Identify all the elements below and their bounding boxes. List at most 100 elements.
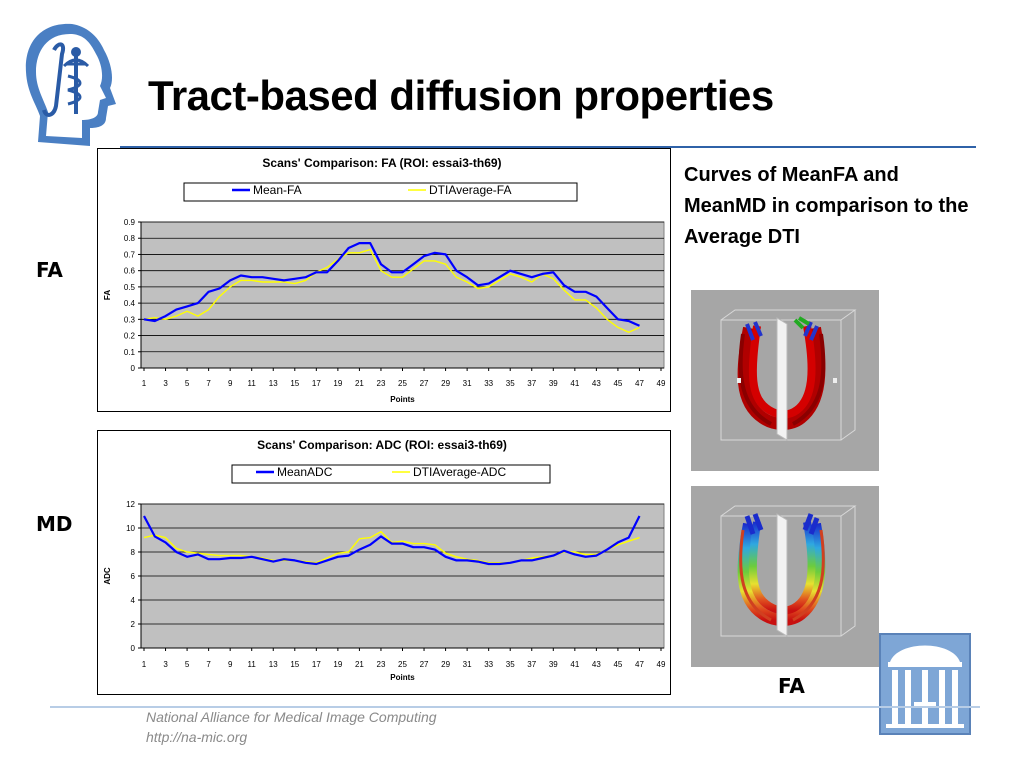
fa-x-axis-label: Points [390, 395, 415, 404]
fa-xtick-label: 23 [377, 379, 386, 388]
adc-xtick-label: 17 [312, 660, 321, 669]
adc-ytick-label: 8 [131, 548, 136, 557]
fa-ytick-label: 0.2 [124, 332, 136, 341]
adc-ytick-label: 12 [126, 500, 135, 509]
fa-ytick-label: 0 [131, 364, 136, 373]
fa-row-label: FA [36, 258, 63, 282]
adc-xtick-label: 35 [506, 660, 515, 669]
fa-xtick-label: 37 [527, 379, 536, 388]
footer-divider [50, 706, 980, 708]
fa-chart: Scans' Comparison: FA (ROI: essai3-th69)… [97, 148, 671, 412]
adc-ytick-label: 6 [131, 572, 136, 581]
na-mic-head-logo [25, 23, 116, 146]
fa-legend-label-1: Mean-FA [253, 183, 302, 197]
fa-ytick-label: 0.6 [124, 267, 136, 276]
md-row-label: MD [36, 512, 73, 536]
fa-xtick-label: 49 [657, 379, 666, 388]
adc-legend-label-2: DTIAverage-ADC [413, 465, 506, 479]
adc-xtick-label: 41 [570, 660, 579, 669]
fa-xtick-label: 45 [613, 379, 622, 388]
adc-xtick-label: 15 [290, 660, 299, 669]
fa-xtick-label: 19 [333, 379, 342, 388]
adc-xtick-label: 31 [463, 660, 472, 669]
caption-text: Curves of MeanFA and MeanMD in compariso… [684, 164, 969, 248]
fa-xtick-label: 29 [441, 379, 450, 388]
fa-xtick-label: 7 [206, 379, 211, 388]
fa-chart-title: Scans' Comparison: FA (ROI: essai3-th69) [262, 156, 501, 170]
adc-xtick-label: 19 [333, 660, 342, 669]
adc-ytick-label: 2 [131, 620, 136, 629]
adc-xtick-label: 37 [527, 660, 536, 669]
adc-xtick-label: 13 [269, 660, 278, 669]
adc-ytick-label: 4 [131, 596, 136, 605]
adc-xtick-label: 11 [248, 660, 257, 669]
fa-ytick-label: 0.7 [124, 250, 136, 259]
footer-org: National Alliance for Medical Image Comp… [146, 709, 437, 725]
adc-chart-title: Scans' Comparison: ADC (ROI: essai3-th69… [257, 438, 507, 452]
tract-render-image-red [691, 290, 879, 471]
adc-chart-svg: Scans' Comparison: ADC (ROI: essai3-th69… [103, 438, 666, 682]
footer-url: http://na-mic.org [146, 729, 248, 745]
adc-xtick-label: 5 [185, 660, 190, 669]
fa-xtick-label: 11 [248, 379, 257, 388]
adc-xtick-label: 25 [398, 660, 407, 669]
adc-xtick-label: 21 [355, 660, 364, 669]
fa-xtick-label: 5 [185, 379, 190, 388]
adc-xtick-label: 3 [163, 660, 168, 669]
adc-ytick-label: 0 [131, 644, 136, 653]
adc-ytick-label: 10 [126, 524, 135, 533]
fa-ytick-label: 0.5 [124, 283, 136, 292]
fa-image-label: FA [778, 674, 805, 698]
adc-xtick-label: 43 [592, 660, 601, 669]
adc-xtick-label: 7 [206, 660, 211, 669]
fa-xtick-label: 21 [355, 379, 364, 388]
fa-chart-svg: Scans' Comparison: FA (ROI: essai3-th69)… [103, 156, 666, 404]
fa-xtick-label: 15 [290, 379, 299, 388]
fa-xtick-label: 33 [484, 379, 493, 388]
fa-series-line-mean [143, 241, 640, 327]
fa-ytick-label: 0.1 [124, 348, 136, 357]
fa-xtick-label: 1 [142, 379, 147, 388]
fa-ytick-label: 0.8 [124, 234, 136, 243]
fa-xtick-label: 3 [163, 379, 168, 388]
fa-xtick-label: 31 [463, 379, 472, 388]
adc-series-line-mean [143, 515, 641, 566]
fa-xtick-label: 47 [635, 379, 644, 388]
title-divider [120, 146, 976, 148]
adc-y-axis-label: ADC [103, 567, 112, 585]
fa-legend-box [183, 182, 578, 202]
adc-xtick-label: 39 [549, 660, 558, 669]
fa-xtick-label: 39 [549, 379, 558, 388]
adc-xtick-label: 1 [142, 660, 147, 669]
fa-xtick-label: 27 [420, 379, 429, 388]
fa-xtick-label: 13 [269, 379, 278, 388]
adc-xtick-label: 45 [613, 660, 622, 669]
adc-xtick-label: 9 [228, 660, 233, 669]
fa-xtick-label: 9 [228, 379, 233, 388]
fa-ytick-label: 0.3 [124, 315, 136, 324]
adc-chart: Scans' Comparison: ADC (ROI: essai3-th69… [97, 430, 671, 695]
adc-xtick-label: 27 [420, 660, 429, 669]
adc-xtick-label: 49 [657, 660, 666, 669]
fa-ytick-label: 0.4 [124, 299, 136, 308]
fa-legend-label-2: DTIAverage-FA [429, 183, 511, 197]
fa-xtick-label: 43 [592, 379, 601, 388]
adc-legend-box [231, 464, 551, 484]
unc-old-well-logo [879, 633, 971, 735]
fa-xtick-label: 17 [312, 379, 321, 388]
fa-series-line-dti-average [143, 248, 640, 334]
fa-plot-area [140, 221, 665, 369]
adc-x-axis-label: Points [390, 673, 415, 682]
fa-y-axis-label: FA [103, 290, 112, 300]
slide-title: Tract-based diffusion properties [148, 72, 774, 119]
adc-xtick-label: 23 [377, 660, 386, 669]
fa-xtick-label: 35 [506, 379, 515, 388]
adc-xtick-label: 33 [484, 660, 493, 669]
adc-legend-label-1: MeanADC [277, 465, 333, 479]
adc-xtick-label: 47 [635, 660, 644, 669]
fa-ytick-label: 0.9 [124, 218, 136, 227]
fa-xtick-label: 25 [398, 379, 407, 388]
adc-xtick-label: 29 [441, 660, 450, 669]
tract-render-image-fa-colormap [691, 486, 879, 667]
fa-xtick-label: 41 [570, 379, 579, 388]
